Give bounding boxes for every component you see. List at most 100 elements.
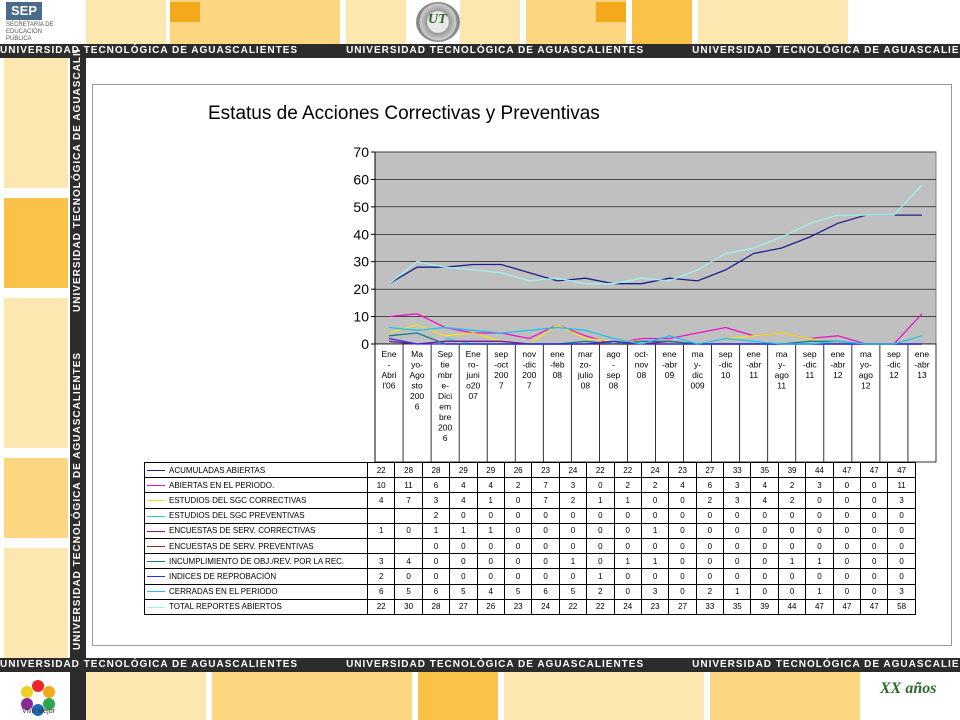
data-label: 27 (695, 461, 725, 479)
data-label: 1 (640, 522, 670, 539)
data-label: 2 (586, 583, 615, 600)
x-tick-label: Ago (410, 370, 425, 380)
data-label: 0 (476, 507, 505, 524)
legend-label: ABIERTAS EN EL PERIODO. (169, 480, 275, 490)
legend-key (147, 469, 165, 471)
data-label: 0 (394, 522, 423, 539)
x-tick-label: sep (719, 349, 733, 359)
data-label: 0 (777, 537, 807, 555)
plot-area (374, 151, 937, 345)
x-tick-label: o20 (466, 381, 480, 391)
data-label: 1 (805, 583, 834, 600)
x-tick-label: sep (803, 349, 817, 359)
x-tick-label: Sep (438, 349, 453, 359)
data-label: 0 (586, 507, 615, 524)
data-label: 27 (449, 598, 478, 615)
data-label: 0 (640, 507, 670, 524)
series-legend: CERRADAS EN EL PERIODO (144, 583, 368, 600)
data-label: 26 (503, 461, 533, 479)
series-line-9 (388, 326, 923, 345)
x-tick-label: 08 (581, 381, 591, 391)
data-label: 6 (695, 477, 725, 494)
data-label: 0 (449, 553, 478, 570)
footer-stripe-text-3: UNIVERSIDAD TECNOLÓGICA DE AGUASCALIENTE… (692, 659, 960, 670)
data-label (366, 537, 396, 555)
data-label: 3 (805, 477, 834, 494)
x-tick-label: l'06 (383, 381, 396, 391)
anniversary-logo: XX años (880, 680, 937, 697)
data-label: 0 (668, 553, 697, 570)
x-tick-label: 12 (861, 381, 871, 391)
data-label: 1 (476, 522, 505, 539)
data-label: 1 (558, 553, 588, 570)
legend-key (147, 591, 165, 593)
series-legend: ENCUESTAS DE SERV. CORRECTIVAS (144, 522, 368, 539)
data-label: 23 (531, 461, 560, 479)
x-tick-label: 200 (410, 391, 424, 401)
data-label: 6 (421, 477, 451, 494)
x-tick-label: 09 (665, 370, 675, 380)
x-tick-label: ene (915, 349, 929, 359)
x-tick-label: 7 (527, 381, 532, 391)
legend-label: ACUMULADAS ABIERTAS (169, 465, 266, 475)
x-tick-label: 07 (468, 391, 478, 401)
legend-label: ESTUDIOS DEL SGC PREVENTIVAS (169, 511, 305, 521)
data-label: 0 (887, 568, 916, 585)
x-tick-label: 12 (833, 370, 843, 380)
data-label: 3 (723, 477, 752, 494)
data-label: 0 (805, 568, 834, 585)
data-label (394, 537, 423, 555)
data-label: 2 (613, 477, 642, 494)
x-tick-label: -dic (803, 360, 817, 370)
y-tick-label: 50 (353, 199, 369, 215)
x-tick-label: zo- (579, 360, 591, 370)
x-tick-label: 08 (553, 370, 563, 380)
data-label: 10 (366, 477, 396, 494)
data-label: 2 (503, 477, 533, 494)
data-label: 0 (805, 537, 834, 555)
data-label: 47 (887, 461, 916, 479)
data-label: 0 (887, 553, 916, 570)
sep-logo: SEP (6, 2, 42, 20)
data-label: 28 (394, 461, 423, 479)
data-label: 0 (860, 522, 889, 539)
data-label: 22 (586, 461, 615, 479)
data-label: 0 (777, 507, 807, 524)
data-label: 5 (449, 583, 478, 600)
data-label: 0 (805, 507, 834, 524)
data-label: 7 (531, 492, 560, 509)
data-label: 0 (832, 492, 862, 509)
data-label: 1 (805, 553, 834, 570)
data-label: 0 (832, 537, 862, 555)
data-label: 24 (613, 598, 642, 615)
data-label: 4 (366, 492, 396, 509)
data-label: 0 (723, 522, 752, 539)
data-label: 5 (558, 583, 588, 600)
data-label: 22 (613, 461, 642, 479)
footer-stripe-text-1: UNIVERSIDAD TECNOLÓGICA DE AGUASCALIENTE… (0, 659, 299, 670)
data-label: 0 (640, 568, 670, 585)
data-label: 0 (750, 507, 779, 524)
data-label: 0 (421, 537, 451, 555)
x-tick-label: nov (635, 360, 649, 370)
data-label: 47 (860, 598, 889, 615)
data-label: 4 (750, 492, 779, 509)
series-line-1 (388, 214, 922, 285)
vivir-mejor-text: Vivir Mejor (22, 708, 55, 715)
data-label: 0 (586, 537, 615, 555)
data-label: 0 (531, 568, 560, 585)
data-label: 33 (695, 598, 725, 615)
data-label: 4 (449, 492, 478, 509)
data-label: 22 (558, 598, 588, 615)
data-label: 0 (668, 583, 697, 600)
x-tick-label: tie (441, 360, 450, 370)
data-label: 11 (887, 477, 916, 494)
data-label: 0 (640, 537, 670, 555)
data-label: 1 (421, 522, 451, 539)
data-label: 3 (558, 477, 588, 494)
data-label: 7 (394, 492, 423, 509)
data-label: 0 (421, 568, 451, 585)
series-legend: ESTUDIOS DEL SGC PREVENTIVAS (144, 507, 368, 524)
data-label: 0 (558, 522, 588, 539)
